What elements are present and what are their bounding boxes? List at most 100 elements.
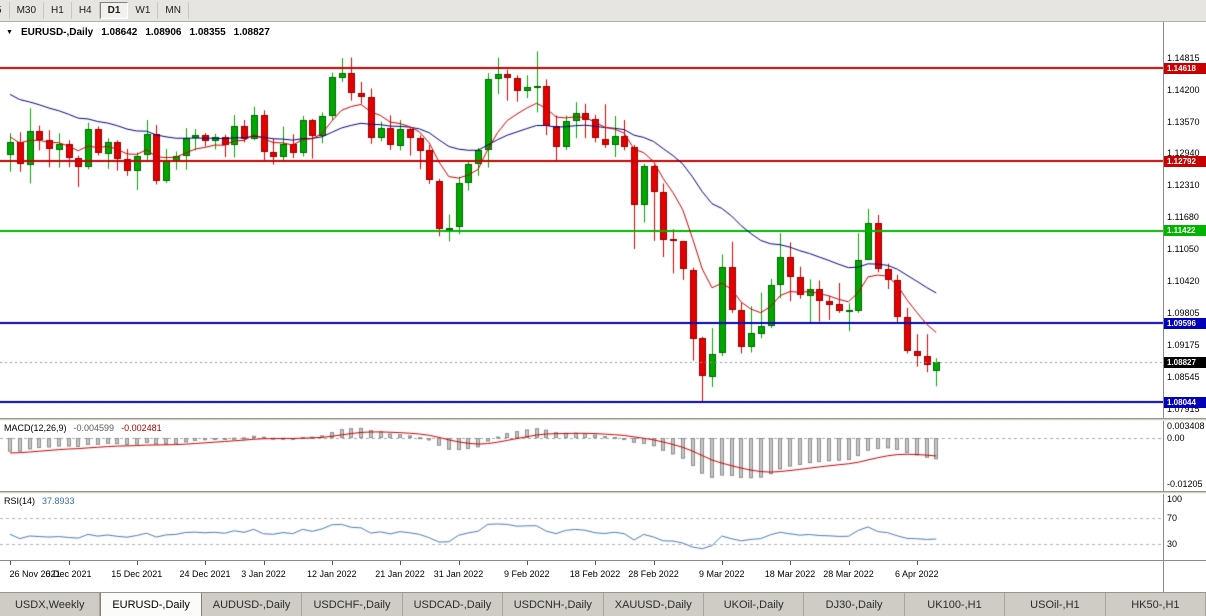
- rsi-pane: RSI(14) 37.8933 100 70 30: [0, 494, 1206, 560]
- date-label: 12 Jan 2022: [306, 569, 357, 579]
- date-label: 31 Jan 2022: [433, 569, 484, 579]
- date-axis[interactable]: 26 Nov 2021 6 Dec 2021 15 Dec 2021 24 Dec 2…: [0, 560, 1206, 592]
- date-label: 28 Feb 2022: [628, 569, 679, 579]
- timeframe-toolbar: 5M30H1H4D1W1MN: [0, 0, 1206, 22]
- tab-usdcnh-daily[interactable]: USDCNH-,Daily: [503, 593, 604, 616]
- pane-splitter-rsi[interactable]: [0, 491, 1206, 494]
- pane-splitter-macd[interactable]: [0, 418, 1206, 421]
- rsi-plot[interactable]: RSI(14) 37.8933: [0, 494, 1163, 560]
- date-label: 26 Nov 2021: [9, 569, 61, 579]
- price-tick: 1.14200: [1167, 84, 1200, 95]
- macd-axis[interactable]: 0.003408 0.00 -0.01205: [1164, 421, 1206, 491]
- tab-usoil-h1[interactable]: USOil-,H1: [1005, 593, 1106, 616]
- date-label: 18 Mar 2022: [764, 569, 816, 579]
- date-axis-corner-separator: [1163, 561, 1164, 592]
- price-axis[interactable]: 1.14815 1.14200 1.13570 1.12940 1.12310 1.116…: [1164, 22, 1206, 418]
- date-label: 24 Dec 2021: [179, 569, 231, 579]
- date-tick: [722, 561, 723, 565]
- date-label: 15 Dec 2021: [111, 569, 163, 579]
- date-label: 28 Mar 2022: [823, 569, 874, 579]
- ohlc-high: 1.08906: [145, 27, 182, 38]
- date-tick: [790, 561, 791, 565]
- ohlc-open: 1.08642: [101, 27, 138, 38]
- rsi-axis[interactable]: 100 70 30: [1164, 494, 1206, 560]
- date-tick: [332, 561, 333, 565]
- price-axis-separator: [1163, 22, 1164, 418]
- tab-ukoil-daily[interactable]: UKOil-,Daily: [704, 593, 805, 616]
- price-tag-1-12792: 1.12792: [1164, 155, 1206, 167]
- date-tick: [654, 561, 655, 565]
- rsi-value: 37.8933: [42, 496, 75, 506]
- date-tick: [459, 561, 460, 565]
- price-tag-1-08827: 1.08827: [1164, 356, 1206, 368]
- date-label: 9 Mar 2022: [698, 569, 745, 579]
- date-label: 3 Jan 2022: [241, 569, 286, 579]
- date-tick: [137, 561, 138, 565]
- price-tick: 1.14815: [1167, 53, 1200, 64]
- timeframe-button-h1[interactable]: H1: [44, 2, 72, 19]
- rsi-axis-separator: [1163, 494, 1164, 560]
- date-tick: [527, 561, 528, 565]
- macd-plot[interactable]: MACD(12,26,9) -0.004599 -0.002481: [0, 421, 1163, 491]
- macd-tick: 0.003408: [1167, 421, 1205, 431]
- price-tag-1-09596: 1.09596: [1164, 317, 1206, 329]
- chart-header: ▼ EURUSD-,Daily 1.08642 1.08906 1.08355 …: [6, 27, 270, 38]
- timeframe-button-5[interactable]: 5: [0, 2, 10, 19]
- tab-usdcad-daily[interactable]: USDCAD-,Daily: [403, 593, 504, 616]
- price-tick: 1.09175: [1167, 339, 1200, 350]
- price-tick: 1.11050: [1167, 244, 1199, 255]
- macd-value-main: -0.004599: [73, 423, 115, 433]
- price-tick: 1.13570: [1167, 116, 1200, 127]
- tab-eurusd-daily[interactable]: EURUSD-,Daily: [100, 593, 202, 616]
- date-label: 9 Feb 2022: [503, 569, 550, 579]
- timeframe-button-mn[interactable]: MN: [158, 2, 189, 19]
- price-tag-1-11422: 1.11422: [1164, 225, 1206, 237]
- price-tick: 1.08545: [1167, 371, 1200, 382]
- price-tick: 1.10420: [1167, 276, 1200, 287]
- price-tag-1-08044: 1.08044: [1164, 396, 1206, 408]
- tab-audusd-daily[interactable]: AUDUSD-,Daily: [202, 593, 303, 616]
- symbol-dropdown-icon[interactable]: ▼: [6, 29, 13, 36]
- date-tick: [69, 561, 70, 565]
- tab-xauusd-daily[interactable]: XAUUSD-,Daily: [604, 593, 704, 616]
- date-label: 18 Feb 2022: [569, 569, 621, 579]
- ohlc-low: 1.08355: [189, 27, 226, 38]
- price-tag-1-14618: 1.14618: [1164, 62, 1206, 74]
- price-tick: 1.11680: [1167, 212, 1199, 223]
- macd-tick: 0.00: [1167, 433, 1185, 443]
- price-pane: ▼ EURUSD-,Daily 1.08642 1.08906 1.08355 …: [0, 22, 1206, 418]
- macd-label: MACD(12,26,9) -0.004599 -0.002481: [4, 423, 162, 433]
- tab-usdchf-daily[interactable]: USDCHF-,Daily: [302, 593, 403, 616]
- macd-title: MACD(12,26,9): [4, 423, 67, 433]
- macd-value-signal: -0.002481: [121, 423, 162, 433]
- rsi-tick: 70: [1167, 513, 1178, 523]
- date-label: 6 Apr 2022: [894, 569, 939, 579]
- date-tick: [205, 561, 206, 565]
- macd-tick: -0.01205: [1167, 478, 1203, 489]
- timeframe-button-m30[interactable]: M30: [10, 2, 45, 19]
- rsi-title: RSI(14): [4, 496, 36, 506]
- timeframe-button-d1[interactable]: D1: [99, 2, 129, 19]
- date-label: 21 Jan 2022: [375, 569, 425, 579]
- date-tick: [595, 561, 596, 565]
- date-tick: [917, 561, 918, 565]
- price-tick: 1.09805: [1167, 307, 1200, 318]
- rsi-tick: 100: [1167, 494, 1183, 504]
- date-label: 6 Dec 2021: [45, 569, 92, 579]
- macd-canvas[interactable]: [0, 421, 1163, 491]
- price-chart-canvas[interactable]: [0, 22, 1163, 418]
- rsi-tick: 30: [1167, 539, 1178, 549]
- price-plot[interactable]: ▼ EURUSD-,Daily 1.08642 1.08906 1.08355 …: [0, 22, 1163, 418]
- timeframe-button-h4[interactable]: H4: [72, 2, 100, 19]
- tab-usdx-weekly[interactable]: USDX,Weekly: [0, 593, 101, 616]
- timeframe-button-w1[interactable]: W1: [128, 2, 159, 19]
- price-tick: 1.07915: [1167, 403, 1200, 414]
- rsi-canvas[interactable]: [0, 494, 1163, 560]
- tab-uk100-h1[interactable]: UK100-,H1: [905, 593, 1006, 616]
- tab-hk50-h1[interactable]: HK50-,H1: [1106, 593, 1206, 616]
- price-tick: 1.12310: [1167, 180, 1200, 191]
- tab-dj30-daily[interactable]: DJ30-,Daily: [804, 593, 905, 616]
- symbol-timeframe-label: EURUSD-,Daily: [20, 27, 94, 38]
- date-tick: [10, 561, 11, 565]
